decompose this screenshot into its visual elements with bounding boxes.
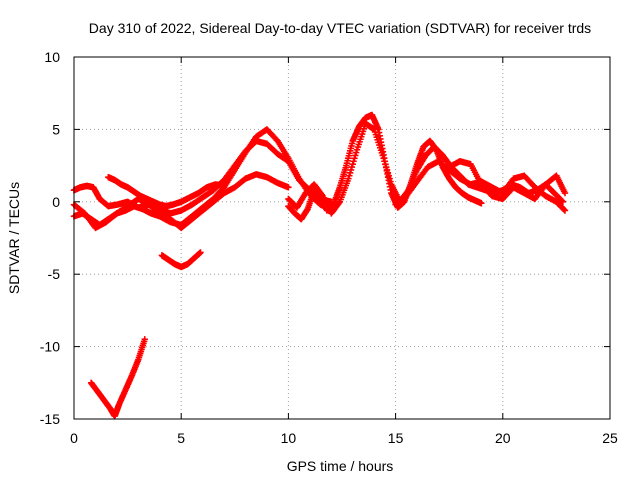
x-tick-label: 15: [388, 430, 404, 446]
plot-frame: [73, 56, 611, 420]
grid: [74, 57, 610, 419]
y-tick-label: -15: [40, 411, 60, 427]
x-tick-label: 10: [281, 430, 297, 446]
ticks: 0 5 10 15 20 25 -15 -10 -5 0 5 10: [40, 49, 618, 446]
data-point: [285, 184, 292, 191]
data-point: [478, 200, 485, 207]
data-point: [560, 206, 568, 213]
y-axis-label: SDTVAR / TECUs: [6, 182, 22, 294]
y-tick-label: 0: [52, 194, 60, 210]
chart-title: Day 310 of 2022, Sidereal Day-to-day VTE…: [89, 20, 591, 36]
plot-marks: [70, 111, 569, 420]
axes: [73, 56, 611, 420]
data-point: [197, 249, 204, 256]
x-tick-label: 25: [602, 430, 618, 446]
x-tick-label: 0: [70, 430, 78, 446]
data-point: [335, 199, 343, 207]
series-track-d: [105, 173, 228, 210]
y-tick-label: -5: [48, 266, 61, 282]
series-track-i: [158, 249, 204, 271]
series-track-h: [446, 158, 569, 203]
data-point: [141, 336, 148, 343]
data-point: [558, 197, 566, 205]
y-tick-label: 10: [44, 49, 60, 65]
data-point: [561, 189, 569, 197]
x-tick-label: 5: [177, 430, 185, 446]
data-point: [561, 207, 569, 214]
data-point: [559, 198, 567, 205]
y-tick-label: -10: [40, 339, 60, 355]
x-tick-label: 20: [495, 430, 511, 446]
series-track-j: [87, 336, 148, 420]
data-point: [220, 182, 228, 190]
x-axis-label: GPS time / hours: [287, 458, 394, 474]
y-tick-label: 5: [52, 121, 60, 137]
